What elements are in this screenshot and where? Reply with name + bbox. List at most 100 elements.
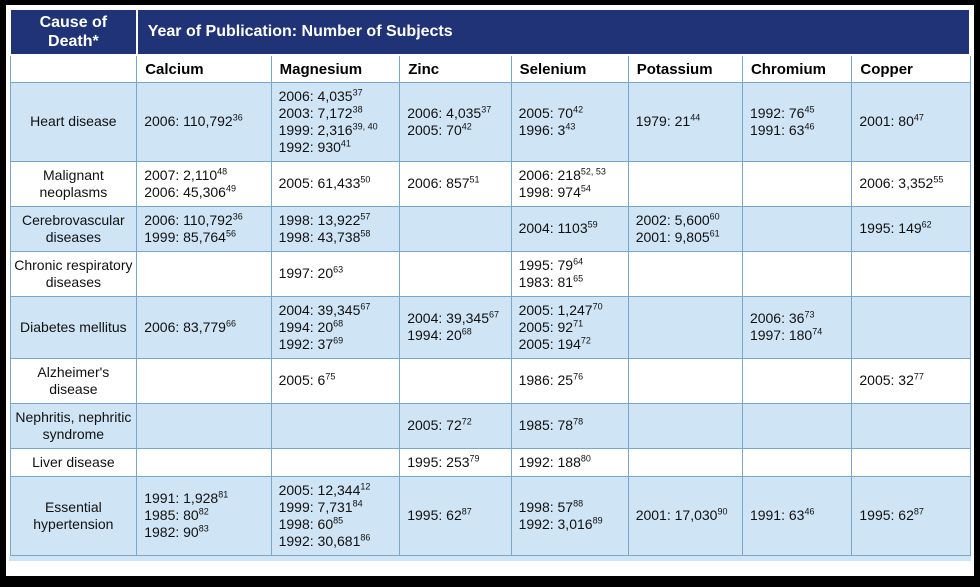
data-cell: 1998: 5788 1992: 3,01689 [510,475,629,556]
data-cell: 2006: 83,77966 [136,295,272,359]
reference-superscript: 72 [580,335,591,346]
year-subjects-entry: 2001: 9,80561 [635,228,720,245]
reference-superscript: 70 [592,301,603,312]
column-header-row: Calcium Magnesium Zinc Selenium Potassium Chr… [9,54,971,83]
reference-superscript: 44 [690,112,701,123]
reference-superscript: 37 [352,87,363,98]
year-subjects-entry: 2006: 21852, 53 [518,166,606,183]
year-subjects-entry: 2005: 19472 [518,335,591,352]
reference-superscript: 65 [573,273,584,284]
row-label: Diabetes mellitus [9,295,138,359]
data-cell: 1986: 2576 [510,357,629,404]
data-cell: 2006: 4,03537 2005: 7042 [399,81,512,162]
year-subjects-entry: 2005: 7042 [407,121,472,138]
year-subjects-entry: 1995: 6287 [859,506,924,524]
row-label: Malignant neoplasms [9,160,138,207]
year-subjects-entry: 1983: 8165 [518,273,584,290]
data-cell: 1995: 6287 [851,475,971,556]
data-cell [399,250,512,297]
data-cell: 1995: 7964 1983: 8165 [510,250,629,297]
reference-superscript: 43 [565,121,576,132]
data-cell: 2006: 3,35255 [851,160,971,207]
data-cell [741,447,853,477]
reference-superscript: 72 [461,416,472,427]
data-cell [851,295,971,359]
reference-superscript: 55 [933,174,944,185]
year-subjects-entry: 1998: 97454 [518,183,591,200]
reference-superscript: 12 [360,481,371,492]
reference-superscript: 63 [333,264,344,275]
data-cell: 1998: 13,92257 1998: 43,73858 [270,205,401,252]
table-row: Diabetes mellitus 2006: 83,77966 2004: 39,… [9,295,971,359]
reference-superscript: 48 [217,166,228,177]
data-cell: 2004: 110359 [510,205,629,252]
year-subjects-entry: 1986: 2576 [518,371,584,389]
year-subjects-entry: 2001: 8047 [859,112,924,130]
year-subjects-entry: 1992: 3769 [278,335,344,352]
year-subjects-entry: 1995: 25379 [407,453,480,470]
data-cell: 2005: 61,43350 [270,160,401,207]
year-subjects-entry: 1991: 6346 [749,506,815,524]
data-cell: 2001: 17,03090 [627,475,743,556]
data-cell [136,250,272,297]
row-label: Liver disease [9,447,138,477]
year-subjects-entry: 1998: 13,92257 [278,211,371,228]
year-subjects-entry: 2006: 110,79236 [144,112,243,130]
data-cell: 2006: 4,03537 2003: 7,17238 1999: 2,31639,… [270,81,401,162]
year-subjects-entry: 1992: 93041 [278,138,351,155]
reference-superscript: 46 [804,506,815,517]
reference-superscript: 60 [709,211,720,222]
year-subjects-entry: 1997: 2063 [278,264,344,282]
reference-superscript: 83 [198,523,209,534]
reference-superscript: 69 [333,335,344,346]
reference-superscript: 52, 53 [580,166,606,177]
year-subjects-entry: 2005: 9271 [518,318,584,335]
data-cell: 2005: 12,34412 1999: 7,73184 1998: 6085 199… [270,475,401,556]
year-subjects-entry: 1992: 30,68186 [278,532,371,549]
data-cell: 2006: 110,79236 1999: 85,76456 [136,205,272,252]
reference-superscript: 82 [198,506,209,517]
reference-superscript: 57 [360,211,371,222]
reference-superscript: 88 [573,498,584,509]
data-cell: 2004: 39,34567 1994: 2068 [399,295,512,359]
data-cell: 2006: 85751 [399,160,512,207]
year-subjects-entry: 2005: 675 [278,371,336,389]
year-subjects-entry: 1995: 6287 [407,506,472,524]
year-subjects-entry: 1992: 7645 [749,104,815,121]
table-row: Malignant neoplasms 2007: 2,11048 2006: 45… [9,160,971,207]
data-cell [741,205,853,252]
data-cell: 2001: 8047 [851,81,971,162]
reference-superscript: 80 [580,453,591,464]
main-header-row: Cause of Death* Year of Publication: Num… [9,7,972,57]
year-subjects-entry: 2006: 85751 [407,174,480,192]
year-subjects-entry: 1994: 2068 [278,318,344,335]
reference-superscript: 77 [913,371,924,382]
data-cell [270,402,401,449]
data-cell [399,357,512,404]
reference-superscript: 38 [352,104,363,115]
row-label: Chronic respiratory diseases [9,250,138,297]
year-subjects-entry: 1994: 2068 [407,326,472,344]
row-label: Essential hypertension [9,475,138,556]
year-subjects-entry: 2003: 7,17238 [278,104,363,121]
year-subjects-entry: 2005: 61,43350 [278,174,371,192]
reference-superscript: 61 [709,228,720,239]
table-body: Heart disease 2006: 110,79236 2006: 4,0353… [9,81,971,556]
data-cell [136,357,272,404]
reference-superscript: 42 [461,121,472,132]
data-cell: 1991: 6346 [741,475,853,556]
data-cell: 2006: 21852, 53 1998: 97454 [510,160,629,207]
year-subjects-entry: 2001: 17,03090 [635,506,728,524]
reference-superscript: 89 [592,515,603,526]
year-subjects-entry: 2006: 45,30649 [144,183,236,200]
year-subjects-entry: 1992: 18880 [518,453,591,470]
reference-superscript: 86 [360,532,371,543]
reference-superscript: 73 [804,309,815,320]
data-cell [627,250,743,297]
year-subjects-entry: 2004: 39,34567 [407,309,499,327]
year-subjects-entry: 2007: 2,11048 [144,166,228,183]
data-cell: 1979: 2144 [627,81,743,162]
data-cell [627,447,743,477]
reference-superscript: 51 [469,174,480,185]
table-row: Chronic respiratory diseases 1997: 2063 19… [9,250,971,297]
